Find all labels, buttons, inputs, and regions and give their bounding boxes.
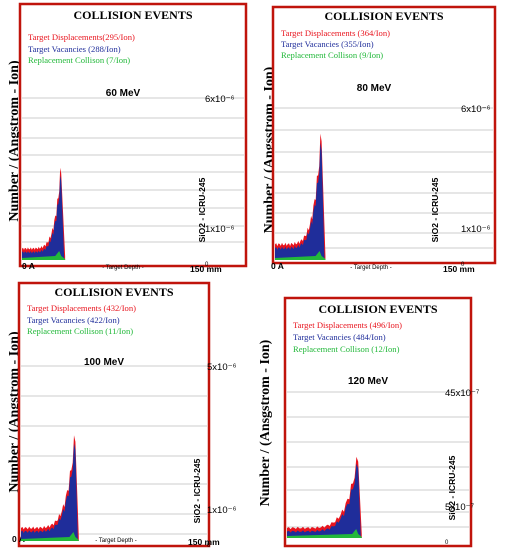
legend-entry: Target Vacancies (288/Ion) — [28, 44, 121, 54]
target-material-label: SiO2 - ICRU-245 — [447, 455, 457, 520]
target-material-label: SiO2 - ICRU-245 — [192, 458, 202, 523]
y-tick-top: 6x10⁻⁶ — [461, 104, 491, 115]
chart-svg: COLLISION EVENTS Target Displacements (36… — [271, 5, 497, 274]
y-tick-bottom: 1x10⁻⁶ — [205, 224, 235, 235]
chart-frame — [17, 281, 211, 548]
x-axis-label: - Target Depth - — [102, 265, 144, 271]
x-end-label: 150 mm — [443, 264, 475, 274]
legend-entry: Target Vacancies (355/Ion) — [281, 39, 374, 49]
x-end-label: 150 mm — [190, 264, 222, 274]
y-tick-zero: 0 — [461, 262, 465, 268]
legend-entry: Target Vacancies (422/Ion) — [27, 315, 120, 325]
chart-svg: COLLISION EVENTS Target Displacements (49… — [283, 296, 480, 548]
legend-entry: Target Displacements (496/Ion) — [293, 320, 402, 330]
chart-frame — [271, 5, 497, 265]
series-vacancies — [21, 443, 78, 541]
legend-entry: Target Displacements(295/Ion) — [28, 32, 135, 42]
chart-title: COLLISION EVENTS — [324, 9, 443, 23]
chart-title: COLLISION EVENTS — [54, 285, 173, 299]
legend-entry: Target Displacements (364/Ion) — [281, 28, 390, 38]
y-tick-bottom: 1x10⁻⁶ — [207, 505, 237, 516]
energy-label: 60 MeV — [106, 88, 141, 99]
chart-title: COLLISION EVENTS — [73, 8, 192, 22]
y-tick-bottom: 1x10⁻⁶ — [461, 224, 491, 235]
series-vacancies — [275, 142, 325, 260]
legend-entry: Target Vacancies (484/Ion) — [293, 332, 386, 342]
x-end-label: 150 mm — [188, 537, 220, 547]
series-replacements — [287, 529, 362, 538]
chart-title: COLLISION EVENTS — [318, 302, 437, 316]
x-start-label: 0 A — [271, 261, 284, 271]
chart-panel-80mev: Number / (Angsstrom - Ion) COLLISION EVE… — [253, 0, 505, 275]
chart-panel-120mev: Number / (Ansgstrom - Ion) COLLISION EVE… — [253, 292, 505, 550]
chart-panel-100mev: Number / (Angstrom - Ion) COLLISION EVEN… — [0, 278, 252, 550]
legend-entry: Target Displacements (432/Ion) — [27, 303, 136, 313]
chart-panel-60mev: Number / (Angstrom - Ion) COLLISION EVEN… — [0, 0, 252, 275]
y-tick-zero: 0 — [207, 543, 211, 549]
legend-entry: Replacement Collison (12/Ion) — [293, 344, 400, 354]
series-vacancies — [287, 463, 361, 538]
x-axis-label: - Target Depth - — [95, 538, 137, 544]
y-tick-top: 45x10⁻⁷ — [445, 388, 480, 399]
y-tick-bottom: 5x10⁻⁷ — [445, 502, 475, 513]
x-start-label: 0 A — [22, 261, 35, 271]
x-axis-label: - Target Depth - — [350, 265, 392, 271]
energy-label: 100 MeV — [84, 357, 124, 368]
energy-label: 120 MeV — [348, 376, 388, 387]
y-tick-top: 6x10⁻⁶ — [205, 94, 235, 105]
legend-entry: Replacement Collison (11/Ion) — [27, 326, 133, 336]
legend-entry: Replacement Collison (9/Ion) — [281, 50, 383, 60]
series-vacancies — [22, 175, 65, 260]
series-replacements — [275, 251, 326, 260]
chart-svg: COLLISION EVENTS Target Displacements(295… — [18, 2, 248, 274]
series-replacements — [21, 532, 79, 541]
energy-label: 80 MeV — [357, 83, 392, 94]
legend-entry: Replacement Collison (7/Ion) — [28, 55, 130, 65]
x-start-label: 0 A — [12, 534, 25, 544]
chart-frame — [283, 296, 473, 548]
target-material-label: SiO2 - ICRU-245 — [197, 177, 207, 242]
y-tick-zero: 0 — [205, 262, 209, 268]
chart-svg: COLLISION EVENTS Target Displacements (43… — [12, 281, 237, 549]
y-tick-top: 5x10⁻⁶ — [207, 362, 237, 373]
y-tick-zero: 0 — [445, 540, 449, 546]
series-replacements — [22, 251, 66, 260]
target-material-label: SiO2 - ICRU-245 — [430, 177, 440, 242]
